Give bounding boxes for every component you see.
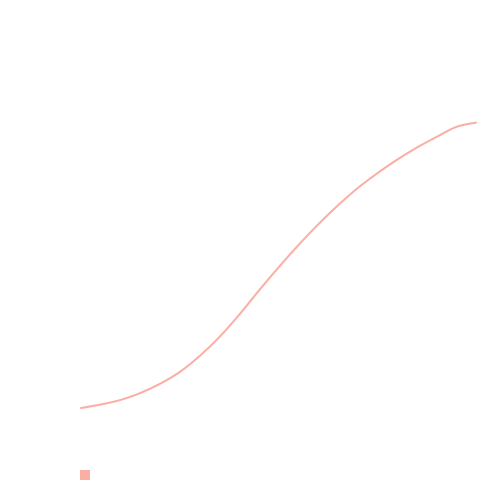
legend bbox=[80, 470, 90, 480]
legend-swatch-0 bbox=[80, 470, 90, 480]
series-line-0 bbox=[80, 121, 477, 409]
series-layer bbox=[80, 121, 477, 409]
